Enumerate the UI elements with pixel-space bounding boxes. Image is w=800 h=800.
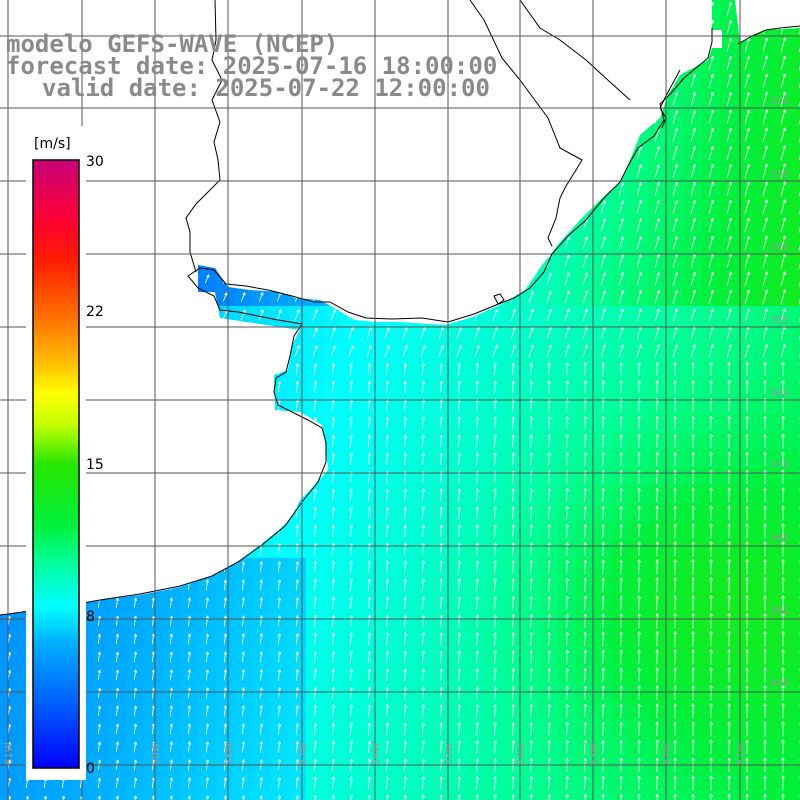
lon-label: 53W — [589, 742, 600, 765]
field-cell — [792, 432, 800, 451]
field-cell — [792, 738, 800, 757]
field-cell — [792, 522, 800, 541]
lon-label: 55W — [444, 742, 455, 765]
field-cell — [792, 558, 800, 577]
field-cell — [792, 612, 800, 631]
colorbar-label-8: 8 — [86, 609, 95, 625]
lon-label: 57W — [298, 742, 309, 765]
field-cell — [792, 468, 800, 487]
field-cell — [792, 126, 800, 145]
field-cell — [792, 684, 800, 703]
field-cell — [792, 180, 800, 199]
field-cell — [792, 774, 800, 793]
field-cell — [792, 198, 800, 217]
colorbar-gradient — [32, 159, 80, 769]
lat-label: 37S — [770, 460, 789, 471]
lat-label: 39S — [770, 606, 789, 617]
field-cell — [792, 414, 800, 433]
field-cell — [792, 288, 800, 307]
lat-label: 35S — [770, 315, 789, 326]
field-cell — [792, 702, 800, 721]
field-cell — [792, 666, 800, 685]
lon-label: 56W — [371, 742, 382, 765]
field-cell — [792, 594, 800, 613]
colorbar-unit: [m/s] — [34, 136, 71, 152]
lon-label: 61W — [4, 742, 15, 765]
field-cell — [792, 234, 800, 253]
field-cell — [792, 306, 800, 325]
lat-label: 38S — [770, 533, 789, 544]
title-valid-date: valid date: 2025-07-22 12:00:00 — [42, 74, 490, 102]
field-cell — [792, 378, 800, 397]
field-cell — [792, 720, 800, 739]
field-cell — [792, 450, 800, 469]
field-cell — [792, 216, 800, 235]
field-cell — [792, 324, 800, 343]
lat-label: 34S — [770, 242, 789, 253]
lat-label: 32S — [770, 96, 789, 107]
lon-label: 59W — [151, 742, 162, 765]
colorbar-label-30: 30 — [86, 154, 104, 170]
field-cell — [792, 630, 800, 649]
lon-label: 58W — [224, 742, 235, 765]
field-cell — [792, 162, 800, 181]
field-cell — [792, 576, 800, 595]
field-cell — [792, 360, 800, 379]
field-cell — [792, 540, 800, 559]
field-cell — [792, 108, 800, 127]
field-cell — [792, 648, 800, 667]
field-cell — [792, 144, 800, 163]
lon-label: 54W — [516, 742, 527, 765]
lon-label: 52W — [662, 742, 673, 765]
colorbar-label-15: 15 — [86, 457, 104, 473]
field-cell — [792, 396, 800, 415]
field-cell — [792, 72, 800, 91]
field-cell — [792, 486, 800, 505]
lat-label: 40S — [770, 678, 789, 689]
field-cell — [792, 342, 800, 361]
field-cell — [792, 90, 800, 109]
colorbar-label-0: 0 — [86, 761, 95, 777]
field-cell — [792, 252, 800, 271]
lat-label: 36S — [770, 388, 789, 399]
field-cell — [792, 54, 800, 73]
field-cell — [792, 504, 800, 523]
lat-label: 33S — [770, 169, 789, 180]
field-cell — [792, 36, 800, 55]
field-cell — [792, 270, 800, 289]
colorbar-label-22: 22 — [86, 304, 104, 320]
lon-label: 51W — [736, 742, 747, 765]
field-cell — [792, 792, 800, 800]
